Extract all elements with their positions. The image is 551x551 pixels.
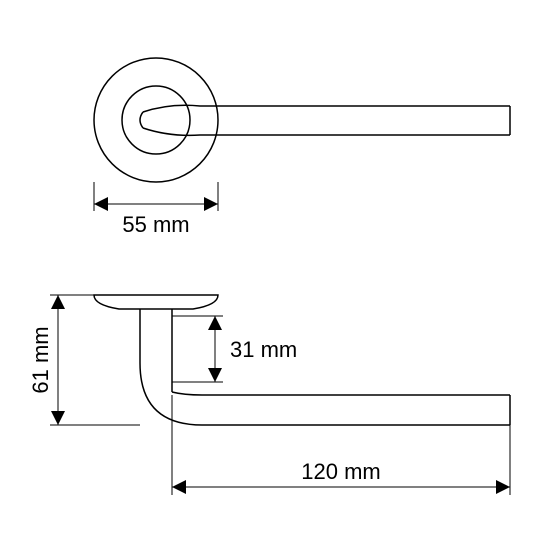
arrow-top — [51, 295, 65, 309]
arrow-right — [496, 480, 510, 494]
lever-neck-left — [140, 112, 143, 128]
dim-61mm-label: 61 mm — [28, 326, 53, 393]
dim-31mm-label: 31 mm — [230, 337, 297, 362]
top-view — [94, 58, 510, 182]
elbow-outer — [140, 363, 202, 425]
arrow-left — [172, 480, 186, 494]
lever-top-edge — [143, 105, 510, 112]
arrow-bottom — [51, 411, 65, 425]
dimension-31mm: 31 mm — [172, 316, 297, 382]
dim-120mm-label: 120 mm — [301, 459, 380, 484]
rose-side-profile — [94, 295, 218, 309]
dimension-55mm: 55 mm — [94, 182, 218, 237]
elbow-inner — [172, 392, 202, 395]
rose-outer-circle — [94, 58, 218, 182]
dimension-120mm: 120 mm — [172, 395, 510, 495]
dim-55mm-label: 55 mm — [122, 212, 189, 237]
arrow-bottom — [208, 368, 222, 382]
lever-bottom-edge — [143, 128, 510, 135]
technical-drawing: 55 mm 61 mm 31 mm — [0, 0, 551, 551]
rose-inner-circle — [122, 86, 190, 154]
arrow-right — [204, 197, 218, 211]
dimension-61mm: 61 mm — [28, 295, 140, 425]
side-view — [94, 295, 510, 425]
arrow-top — [208, 316, 222, 330]
arrow-left — [94, 197, 108, 211]
